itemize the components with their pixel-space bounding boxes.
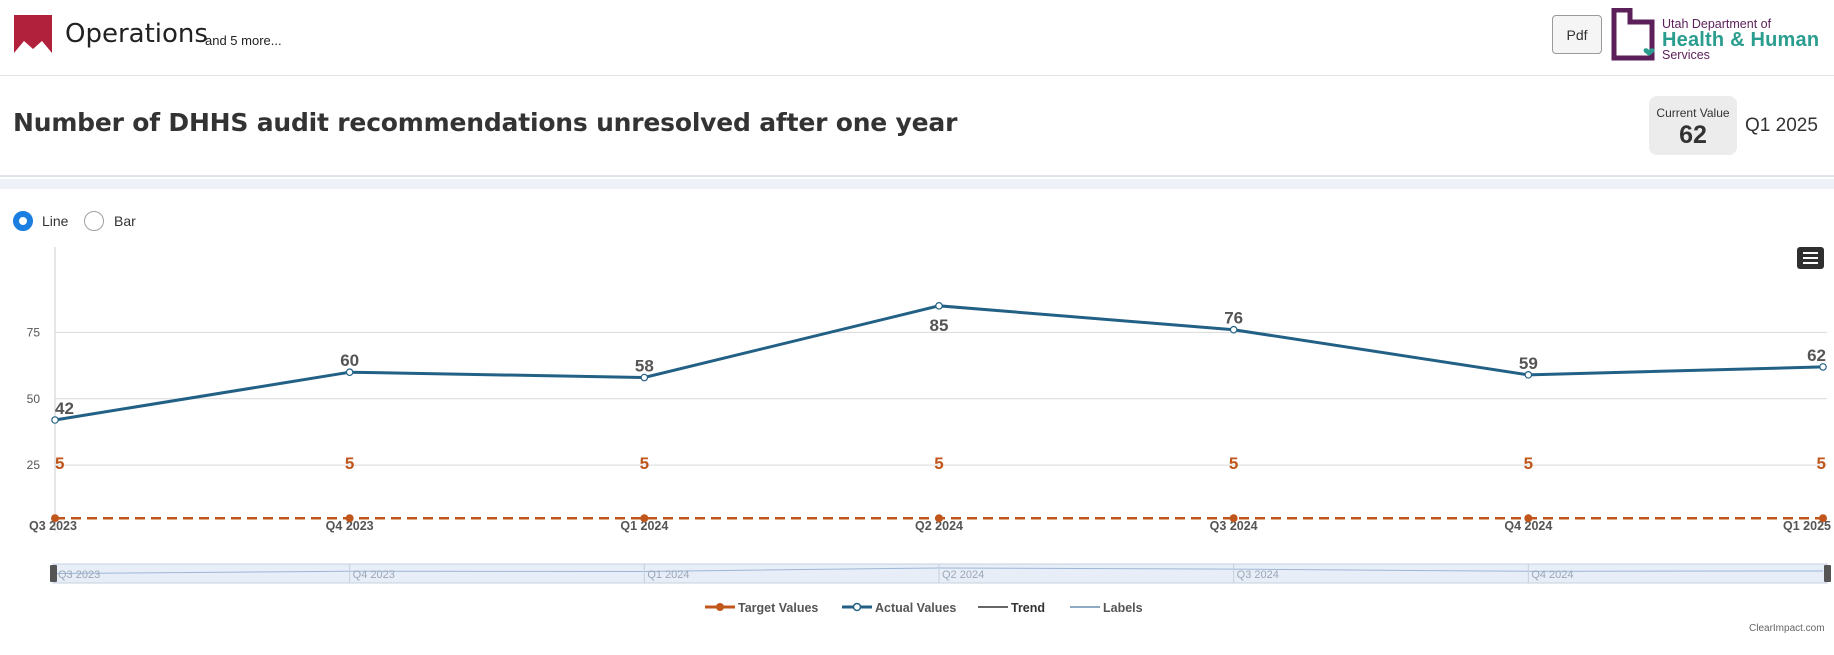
x-tick-label: Q2 2024 bbox=[915, 519, 963, 533]
legend-item[interactable]: Labels bbox=[1103, 601, 1143, 615]
navigator-label: Q1 2024 bbox=[647, 569, 689, 581]
line-chart: 25 50 75 Q3 2023 Q4 2023 Q1 2024 Q2 2024 Q3 202… bbox=[27, 247, 1831, 615]
x-tick-label: Q1 2025 bbox=[1783, 519, 1831, 533]
navigator-label: Q3 2023 bbox=[58, 569, 100, 581]
bar-radio-label[interactable]: Bar bbox=[114, 213, 136, 229]
actual-point[interactable] bbox=[935, 302, 943, 310]
current-period: Q1 2025 bbox=[1745, 115, 1818, 136]
navigator-handle-left[interactable] bbox=[50, 565, 57, 582]
dhhs-logo: Utah Department of Health & Human Servic… bbox=[1610, 8, 1825, 62]
actual-point[interactable] bbox=[345, 368, 354, 377]
logo-text-line1: Utah Department of bbox=[1662, 17, 1772, 31]
data-label: 58 bbox=[635, 357, 654, 376]
data-label: 5 bbox=[55, 454, 64, 473]
line-radio[interactable] bbox=[13, 211, 33, 231]
footer-credit: ClearImpact.com bbox=[1749, 623, 1825, 634]
data-label: 42 bbox=[55, 399, 74, 418]
x-tick-label: Q3 2024 bbox=[1210, 519, 1258, 533]
legend-item[interactable]: Actual Values bbox=[875, 601, 956, 615]
top-bar: Operations and 5 more... Pdf Utah Depart… bbox=[0, 0, 1834, 76]
operations-logo-icon bbox=[14, 15, 52, 53]
navigator-label: Q3 2024 bbox=[1237, 569, 1279, 581]
target-point[interactable] bbox=[640, 514, 649, 523]
data-label: 5 bbox=[1817, 454, 1826, 473]
target-point[interactable] bbox=[1524, 514, 1533, 523]
target-point[interactable] bbox=[1819, 514, 1827, 523]
navigator-handle-right[interactable] bbox=[1824, 565, 1831, 582]
navigator-label: Q4 2023 bbox=[353, 569, 395, 581]
legend-item[interactable]: Target Values bbox=[738, 601, 818, 615]
section-divider bbox=[0, 179, 1834, 189]
data-label: 5 bbox=[345, 454, 354, 473]
target-point[interactable] bbox=[51, 514, 59, 523]
legend-marker[interactable] bbox=[716, 603, 724, 611]
bar-radio[interactable] bbox=[84, 211, 104, 231]
actual-point[interactable] bbox=[1819, 363, 1827, 371]
measure-title: Number of DHHS audit recommendations unr… bbox=[13, 108, 958, 137]
y-tick-label: 50 bbox=[27, 392, 41, 406]
data-label: 62 bbox=[1807, 346, 1826, 365]
x-tick-label: Q4 2023 bbox=[326, 519, 374, 533]
data-label: 5 bbox=[640, 454, 649, 473]
data-label: 60 bbox=[340, 351, 359, 370]
actual-point[interactable] bbox=[51, 416, 59, 424]
x-tick-label: Q3 2023 bbox=[29, 519, 77, 533]
data-label: 5 bbox=[1229, 454, 1238, 473]
current-value-box: Current Value 62 bbox=[1649, 96, 1737, 155]
x-tick-label: Q1 2024 bbox=[620, 519, 668, 533]
actual-point[interactable] bbox=[1229, 325, 1238, 334]
chart-menu-button[interactable] bbox=[1797, 247, 1824, 269]
y-tick-label: 75 bbox=[27, 325, 41, 339]
current-value: 62 bbox=[1679, 121, 1707, 149]
x-tick-label: Q4 2024 bbox=[1504, 519, 1552, 533]
target-point[interactable] bbox=[345, 514, 354, 523]
legend-item[interactable]: Trend bbox=[1011, 601, 1045, 615]
logo-text-line3: Services bbox=[1662, 48, 1710, 62]
legend-marker[interactable] bbox=[852, 602, 862, 612]
page-title: Operations bbox=[65, 19, 208, 49]
actual-point[interactable] bbox=[640, 373, 649, 382]
navigator-label: Q4 2024 bbox=[1531, 569, 1573, 581]
measure-header: Number of DHHS audit recommendations unr… bbox=[0, 77, 1834, 177]
data-label: 5 bbox=[1524, 454, 1533, 473]
data-label: 85 bbox=[930, 316, 949, 335]
data-label: 76 bbox=[1224, 309, 1243, 328]
line-radio-label[interactable]: Line bbox=[42, 213, 69, 229]
target-point[interactable] bbox=[935, 514, 943, 523]
actual-point[interactable] bbox=[1524, 371, 1533, 379]
data-label: 5 bbox=[934, 454, 943, 473]
data-label: 59 bbox=[1519, 354, 1538, 373]
target-point[interactable] bbox=[1229, 514, 1238, 523]
current-value-label: Current Value bbox=[1656, 106, 1730, 120]
navigator-label: Q2 2024 bbox=[942, 569, 984, 581]
y-tick-label: 25 bbox=[27, 458, 41, 472]
more-scorecards-link[interactable]: and 5 more... bbox=[205, 33, 282, 48]
logo-text-line2: Health & Human bbox=[1662, 29, 1820, 51]
utah-state-icon bbox=[1611, 8, 1655, 61]
pdf-button[interactable]: Pdf bbox=[1552, 15, 1602, 54]
